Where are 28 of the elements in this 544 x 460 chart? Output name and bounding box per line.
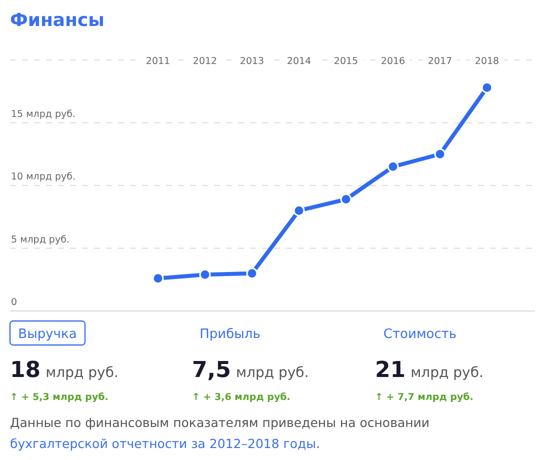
x-tick-label: 2017 xyxy=(428,56,452,67)
x-tick-label: 2012 xyxy=(192,56,218,67)
y-tick-label: 10 млрд руб. xyxy=(11,172,76,182)
text: . xyxy=(316,436,320,451)
text: ↑ + 7,7 млрд руб. xyxy=(375,392,474,403)
text: млрд руб. xyxy=(46,365,118,381)
text: 7,5 xyxy=(192,358,231,383)
text: Стоимость xyxy=(383,327,457,342)
text: 18 xyxy=(10,358,41,383)
text: млрд руб. xyxy=(410,365,484,381)
x-tick-label: 2016 xyxy=(380,56,406,67)
text: ↑ + 3,6 млрд руб. xyxy=(192,392,290,403)
text: млрд руб. xyxy=(236,365,309,381)
y-tick-label: 5 млрд руб. xyxy=(11,234,70,246)
text: 21 xyxy=(375,358,406,383)
text: ↑ + 5,3 млрд руб. xyxy=(10,392,108,403)
text: Выручка xyxy=(18,327,77,342)
x-tick-label: 2018 xyxy=(474,56,500,67)
y-tick-label: 0 xyxy=(11,297,18,308)
text: Данные по финансовым показателям приведены на основании xyxy=(10,415,430,430)
x-tick-label: 2014 xyxy=(286,56,312,67)
chart-title: Финансы xyxy=(10,10,104,31)
x-tick-label: 2015 xyxy=(334,56,358,67)
x-tick-label: 2011 xyxy=(146,56,170,67)
text: Прибыль xyxy=(200,327,260,342)
text: бухгалтерской отчетности за 2012–2018 годы xyxy=(10,436,316,451)
y-tick-label: 15 млрд руб. xyxy=(11,108,76,120)
x-tick-label: 2013 xyxy=(240,56,264,67)
